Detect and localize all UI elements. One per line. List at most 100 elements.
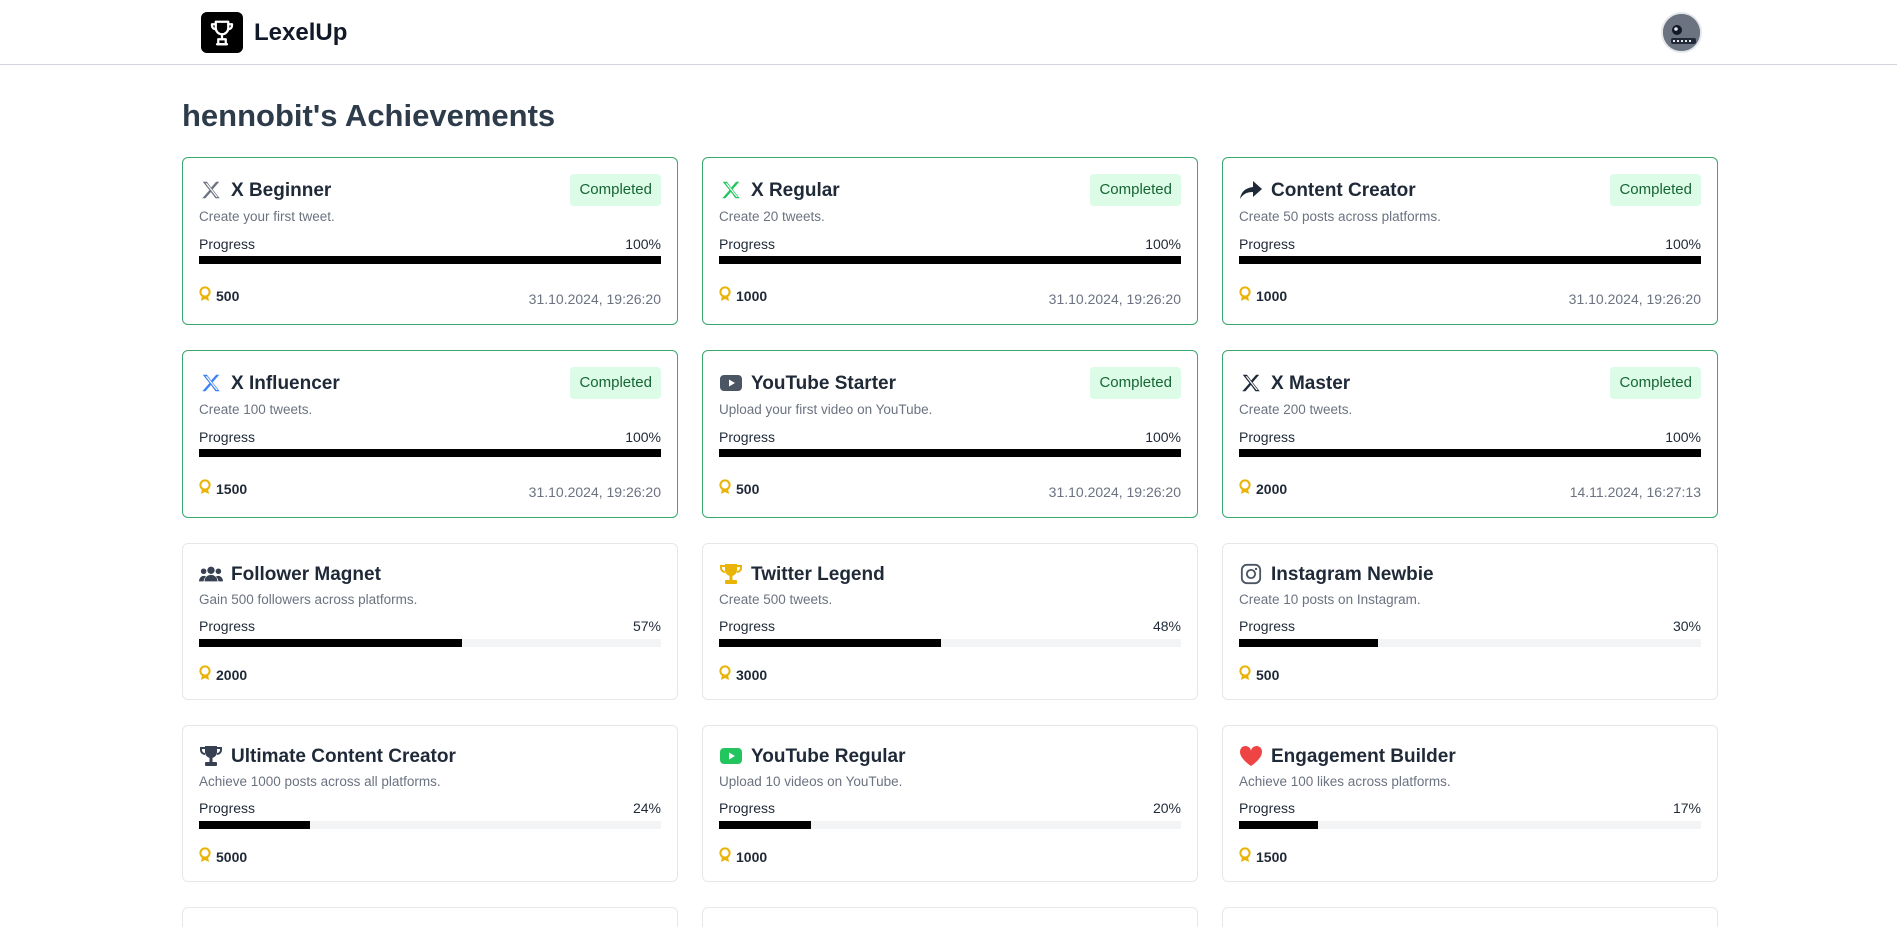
medal-icon: [719, 665, 731, 684]
achievement-description: Create your first tweet.: [199, 209, 335, 224]
points: 1000: [719, 286, 767, 305]
progress-bar: [199, 256, 661, 264]
progress-value: 100%: [1665, 429, 1701, 445]
progress-value: 100%: [1665, 236, 1701, 252]
achievement-title: X Beginner: [231, 180, 332, 201]
progress-value: 57%: [632, 618, 661, 634]
points-value: 3000: [736, 666, 768, 683]
progress-bar: [1239, 449, 1701, 457]
progress-label: Progress: [199, 618, 256, 634]
achievement-description: Gain 500 followers across platforms.: [199, 592, 418, 607]
achievement-title: X Master: [1271, 373, 1351, 394]
achievement-card[interactable]: X Beginner Create your first tweet. Comple…: [182, 157, 678, 325]
top-navbar: LexelUp: [0, 0, 1897, 65]
medal-icon: [1239, 665, 1251, 684]
points: 1000: [1239, 286, 1287, 305]
heart-icon: [1239, 744, 1263, 768]
completion-date: 31.10.2024, 19:26:20: [528, 484, 661, 500]
points: 3000: [719, 665, 767, 684]
progress-label: Progress: [719, 618, 776, 634]
points-value: 1000: [1256, 287, 1288, 304]
achievement-title: YouTube Starter: [751, 373, 896, 394]
brand-name[interactable]: LexelUp: [254, 19, 348, 46]
status-badge: Completed: [1090, 367, 1181, 399]
achievements-grid: X Beginner Create your first tweet. Comple…: [182, 157, 1718, 927]
medal-icon: [199, 479, 211, 498]
progress-bar: [199, 449, 661, 457]
achievement-card[interactable]: [182, 907, 678, 927]
status-badge: Completed: [1610, 367, 1701, 399]
achievement-card[interactable]: YouTube Regular Upload 10 videos on YouTu…: [702, 725, 1198, 882]
achievement-title: X Regular: [751, 180, 840, 201]
status-badge: Completed: [1090, 174, 1181, 206]
youtube-icon: [719, 371, 743, 395]
progress-bar-fill: [1239, 449, 1701, 457]
progress-bar: [719, 821, 1181, 829]
progress-bar-fill: [199, 639, 463, 647]
achievement-card[interactable]: YouTube Starter Upload your first video o…: [702, 350, 1198, 518]
progress-value: 100%: [1145, 429, 1181, 445]
users-icon: [199, 562, 223, 586]
achievement-description: Create 500 tweets.: [719, 592, 833, 607]
achievement-title: Ultimate Content Creator: [231, 746, 456, 767]
progress-label: Progress: [199, 429, 256, 445]
achievement-card[interactable]: [1222, 907, 1718, 927]
achievement-card[interactable]: Content Creator Create 50 posts across pl…: [1222, 157, 1718, 325]
points: 5000: [199, 847, 247, 866]
achievement-card[interactable]: Follower Magnet Gain 500 followers across…: [182, 543, 678, 700]
progress-bar-fill: [719, 256, 1181, 264]
points: 500: [1239, 665, 1279, 684]
achievement-card[interactable]: [702, 907, 1198, 927]
progress-label: Progress: [719, 800, 776, 816]
achievement-title: Follower Magnet: [231, 564, 381, 585]
avatar[interactable]: [1661, 12, 1702, 53]
achievement-card[interactable]: Ultimate Content Creator Achieve 1000 pos…: [182, 725, 678, 882]
points-value: 1000: [736, 287, 768, 304]
achievement-card[interactable]: X Master Create 200 tweets. Completed Progr…: [1222, 350, 1718, 518]
achievement-card[interactable]: X Regular Create 20 tweets. Completed Progr…: [702, 157, 1198, 325]
achievement-card[interactable]: Instagram Newbie Create 10 posts on Insta…: [1222, 543, 1718, 700]
achievement-title: X Influencer: [231, 373, 340, 394]
points: 1500: [1239, 847, 1287, 866]
points: 1500: [199, 479, 247, 498]
medal-icon: [1239, 847, 1251, 866]
trophy-icon: [719, 562, 743, 586]
instagram-icon: [1239, 562, 1263, 586]
points-value: 500: [216, 287, 240, 304]
points-value: 500: [736, 480, 760, 497]
achievement-card[interactable]: Engagement Builder Achieve 100 likes acro…: [1222, 725, 1718, 882]
progress-value: 24%: [632, 800, 661, 816]
page-title: hennobit's Achievements: [182, 98, 556, 133]
achievement-title: YouTube Regular: [751, 746, 906, 767]
progress-value: 30%: [1672, 618, 1701, 634]
points: 1000: [719, 847, 767, 866]
progress-value: 100%: [625, 236, 661, 252]
achievement-title: Engagement Builder: [1271, 746, 1456, 767]
progress-label: Progress: [1239, 800, 1296, 816]
progress-bar-fill: [199, 821, 310, 829]
medal-icon: [199, 665, 211, 684]
progress-label: Progress: [199, 236, 256, 252]
x-logo-icon: [719, 178, 743, 202]
progress-bar: [719, 639, 1181, 647]
points-value: 1000: [736, 848, 768, 865]
progress-value: 20%: [1152, 800, 1181, 816]
completion-date: 31.10.2024, 19:26:20: [1048, 484, 1181, 500]
completion-date: 14.11.2024, 16:27:13: [1569, 484, 1701, 500]
points: 2000: [1239, 479, 1287, 498]
x-logo-icon: [1239, 371, 1263, 395]
status-badge: Completed: [1610, 174, 1701, 206]
progress-label: Progress: [719, 429, 776, 445]
progress-bar: [719, 256, 1181, 264]
medal-icon: [199, 847, 211, 866]
achievement-card[interactable]: Twitter Legend Create 500 tweets. Progress…: [702, 543, 1198, 700]
progress-bar-fill: [199, 449, 661, 457]
progress-value: 48%: [1152, 618, 1181, 634]
achievement-card[interactable]: X Influencer Create 100 tweets. Completed P…: [182, 350, 678, 518]
achievement-description: Upload 10 videos on YouTube.: [719, 774, 903, 789]
progress-label: Progress: [1239, 236, 1296, 252]
trophy-icon[interactable]: [201, 12, 243, 53]
progress-bar: [199, 639, 661, 647]
trophy-icon: [199, 744, 223, 768]
x-logo-icon: [199, 178, 223, 202]
